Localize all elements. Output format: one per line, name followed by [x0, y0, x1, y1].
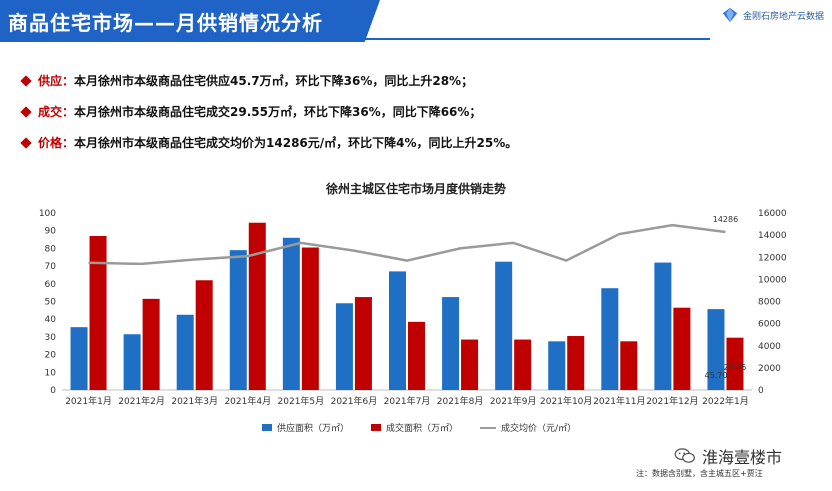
brand-logo-text: 金刚石房地产云数据 [742, 11, 824, 22]
chart-legend: 供应面积（万㎡） 成交面积（万㎡） 成交均价（元/㎡） [262, 421, 576, 434]
supply-bar [282, 237, 300, 390]
bullet-supply: 供应： 本月徐州市本级商品住宅供应45.7万㎡，环比下降36%，同比上升28%； [20, 68, 517, 94]
deal-bar [142, 298, 160, 390]
bullet-deal: 成交： 本月徐州市本级商品住宅成交29.55万㎡，环比下降36%，同比下降66%… [20, 99, 517, 125]
x-tick-label: 2021年5月 [278, 395, 325, 407]
x-tick-label: 2021年6月 [331, 395, 378, 407]
y-right-tick-label: 0 [758, 386, 764, 396]
deal-bar [408, 321, 425, 390]
supply-bar [601, 288, 619, 390]
y-right-tick-label: 14000 [758, 231, 787, 241]
wechat-account-name: 淮海壹楼市 [702, 448, 783, 467]
legend-label: 供应面积（万㎡） [277, 424, 350, 434]
supply-bar [654, 262, 672, 390]
deal-bar [89, 236, 107, 390]
supply-bar [70, 327, 88, 390]
supply-bar [548, 341, 566, 390]
x-tick-label: 2021年9月 [490, 395, 537, 407]
legend-swatch [262, 424, 272, 431]
supply-bar [229, 250, 247, 390]
deal-bar [514, 339, 532, 390]
bullet-lead: 成交： [38, 105, 75, 119]
y-left-tick-label: 90 [45, 227, 57, 237]
bullet-text: 本月徐州市本级商品住宅供应45.7万㎡，环比下降36%，同比上升28%； [74, 74, 474, 88]
deal-bar [354, 297, 372, 390]
supply-bar [442, 297, 460, 390]
y-left-tick-label: 80 [45, 244, 57, 254]
page-title: 商品住宅市场——月供销情况分析 [8, 11, 323, 35]
deal-bar [461, 339, 479, 390]
supply-bar [335, 303, 353, 390]
y-right-tick-label: 2000 [758, 364, 781, 374]
legend-label: 成交均价（元/㎡） [501, 424, 577, 434]
y-left-tick-label: 50 [45, 298, 57, 308]
diamond-logo-icon [722, 7, 738, 23]
wechat-account: 淮海壹楼市 [674, 444, 782, 468]
supply-bar [495, 261, 513, 390]
y-left-tick-label: 60 [45, 280, 57, 290]
y-right-tick-label: 6000 [758, 320, 781, 330]
x-tick-label: 2021年1月 [65, 395, 112, 407]
legend-item-deal: 成交面积（万㎡） [371, 421, 458, 434]
deal-data-label: 29.55 [724, 363, 747, 372]
deal-bar [620, 341, 638, 390]
bullet-price: 价格： 本月徐州市本级商品住宅成交均价为14286元/㎡，环比下降4%，同比上升… [20, 130, 518, 156]
wechat-icon [674, 448, 695, 463]
price-line [88, 223, 726, 266]
header-rule [360, 38, 710, 40]
supply-bar [176, 314, 194, 390]
y-right-tick-label: 10000 [758, 275, 787, 285]
legend-item-supply: 供应面积（万㎡） [262, 421, 349, 434]
y-right-tick-label: 8000 [758, 298, 781, 308]
deal-bar [673, 307, 691, 390]
y-left-tick-label: 40 [45, 315, 57, 325]
supply-bar [389, 271, 406, 390]
x-tick-label: 2021年4月 [224, 395, 271, 407]
x-tick-label: 2021年12月 [646, 395, 698, 407]
supply-data-label: 45.70 [705, 371, 728, 380]
deal-bar [195, 280, 213, 390]
y-left-tick-label: 30 [45, 333, 57, 343]
bullet-lead: 价格： [38, 136, 75, 150]
footnote: 注：数据含别墅，含主城五区+贾汪 [636, 469, 763, 478]
x-tick-label: 2021年11月 [593, 395, 645, 407]
price-data-label: 14286 [713, 215, 738, 224]
bullet-text: 本月徐州市本级商品住宅成交29.55万㎡，环比下降36%，同比下降66%； [74, 105, 482, 119]
header-blue-block [0, 0, 360, 42]
x-tick-label: 2021年3月 [171, 395, 218, 407]
y-left-tick-label: 10 [45, 368, 57, 378]
y-left-tick-label: 20 [45, 351, 57, 361]
legend-line-swatch [480, 426, 497, 429]
y-right-tick-label: 4000 [758, 342, 781, 352]
legend-item-price: 成交均价（元/㎡） [480, 421, 576, 434]
deal-bar [726, 337, 744, 390]
summary-bullets: 供应： 本月徐州市本级商品住宅供应45.7万㎡，环比下降36%，同比上升28%；… [20, 68, 518, 161]
x-tick-label: 2021年10月 [540, 395, 592, 407]
chart-title: 徐州主城区住宅市场月度供销走势 [325, 182, 506, 196]
brand-logo: 金刚石房地产云数据 [721, 6, 824, 24]
supply-bar [707, 309, 725, 390]
x-tick-label: 2021年2月 [118, 395, 165, 407]
supply-bar [123, 334, 141, 390]
legend-label: 成交面积（万㎡） [386, 424, 459, 434]
y-left-tick-label: 70 [45, 262, 57, 272]
deal-bar [567, 336, 585, 390]
legend-swatch [371, 424, 382, 431]
bullet-lead: 供应： [38, 74, 75, 88]
bullet-text: 本月徐州市本级商品住宅成交均价为14286元/㎡，环比下降4%，同比上升25%。 [74, 136, 518, 150]
x-tick-label: 2021年7月 [384, 395, 431, 407]
y-right-tick-label: 16000 [758, 209, 787, 219]
x-tick-label: 2021年8月 [437, 395, 484, 407]
y-left-tick-label: 0 [50, 386, 56, 396]
deal-bar [248, 222, 266, 390]
y-left-tick-label: 100 [39, 209, 56, 219]
deal-bar [301, 247, 319, 390]
y-right-tick-label: 12000 [758, 253, 787, 263]
header-bar: 商品住宅市场——月供销情况分析 金刚石房地产云数据 [0, 0, 832, 42]
x-tick-label: 2022年1月 [702, 395, 749, 407]
